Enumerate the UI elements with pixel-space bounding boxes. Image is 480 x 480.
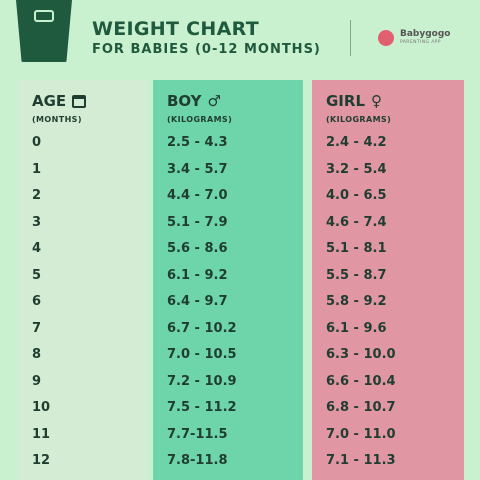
boy-cell: 5.6 - 8.6 [167,241,228,256]
boy-cell: 6.4 - 9.7 [167,294,228,309]
brand-name: Babygogo [400,29,451,39]
brand-tagline: PARENTING APP [400,40,441,45]
boy-cell: 6.7 - 10.2 [167,320,237,336]
boy-cell: 2.5 - 4.3 [167,135,228,150]
header-divider [350,20,351,56]
age-column: AGE (MONTHS) 0 1 2 3 4 5 6 7 8 9 10 11 12 [18,80,146,480]
boy-cell: 4.4 - 7.0 [167,188,228,203]
boy-cell: 7.0 - 10.5 [167,347,237,362]
boy-cell: 3.4 - 5.7 [167,161,228,177]
girl-cell: 7.0 - 11.0 [326,426,396,442]
boy-column: BOY ♂ (KILOGRAMS) 2.5 - 4.3 3.4 - 5.7 4.4 … [153,80,303,480]
age-cell: 11 [32,426,51,442]
weighing-scale-icon [16,0,72,62]
boy-cell: 7.7-11.5 [167,426,228,442]
age-cell: 2 [32,188,42,203]
boy-cell: 7.2 - 10.9 [167,373,237,389]
age-cell: 9 [32,373,42,389]
boy-column-label: BOY [167,92,202,110]
age-cell: 5 [32,267,42,283]
age-cell: 1 [32,161,42,177]
age-rows: 0 1 2 3 4 5 6 7 8 9 10 11 12 [18,134,146,479]
boy-cell: 5.1 - 7.9 [167,214,228,230]
boy-cell: 7.5 - 11.2 [167,400,237,415]
boy-column-header: BOY ♂ [167,92,221,110]
boy-cell: 6.1 - 9.2 [167,267,228,283]
age-cell: 0 [32,135,42,150]
girl-cell: 6.8 - 10.7 [326,400,396,415]
girl-cell: 6.1 - 9.6 [326,320,387,336]
chart-header: WEIGHT CHART FOR BABIES (0-12 MONTHS) Ba… [0,0,480,78]
female-symbol-icon: ♀ [371,92,383,110]
girl-column-header: GIRL ♀ [326,92,382,110]
male-symbol-icon: ♂ [207,92,221,110]
girl-cell: 3.2 - 5.4 [326,161,387,177]
age-cell: 3 [32,214,42,230]
girl-column-unit: (KILOGRAMS) [326,115,392,124]
girl-cell: 6.3 - 10.0 [326,347,396,362]
age-column-unit: (MONTHS) [32,115,82,124]
girl-cell: 4.0 - 6.5 [326,188,387,203]
girl-cell: 4.6 - 7.4 [326,214,387,230]
age-cell: 6 [32,294,42,309]
girl-cell: 2.4 - 4.2 [326,135,387,150]
age-cell: 12 [32,453,51,468]
girl-cell: 6.6 - 10.4 [326,373,396,389]
boy-cell: 7.8-11.8 [167,453,228,468]
girl-cell: 5.1 - 8.1 [326,241,387,256]
age-column-label: AGE [32,92,67,110]
boy-rows: 2.5 - 4.3 3.4 - 5.7 4.4 - 7.0 5.1 - 7.9 5.6 … [153,134,303,479]
girl-column: GIRL ♀ (KILOGRAMS) 2.4 - 4.2 3.2 - 5.4 4.0… [312,80,464,480]
age-column-header: AGE [32,92,87,110]
girl-cell: 7.1 - 11.3 [326,453,396,468]
calendar-icon [72,94,87,108]
age-cell: 7 [32,320,42,336]
age-cell: 10 [32,400,51,415]
page-subtitle: FOR BABIES (0-12 MONTHS) [92,42,321,57]
girl-cell: 5.8 - 9.2 [326,294,387,309]
boy-column-unit: (KILOGRAMS) [167,115,233,124]
girl-cell: 5.5 - 8.7 [326,267,387,283]
girl-column-label: GIRL [326,92,366,110]
girl-rows: 2.4 - 4.2 3.2 - 5.4 4.0 - 6.5 4.6 - 7.4 5.1 … [312,134,464,479]
page-title: WEIGHT CHART [92,18,259,40]
age-cell: 8 [32,347,42,362]
age-cell: 4 [32,241,42,256]
brand-logo-icon [378,30,394,46]
